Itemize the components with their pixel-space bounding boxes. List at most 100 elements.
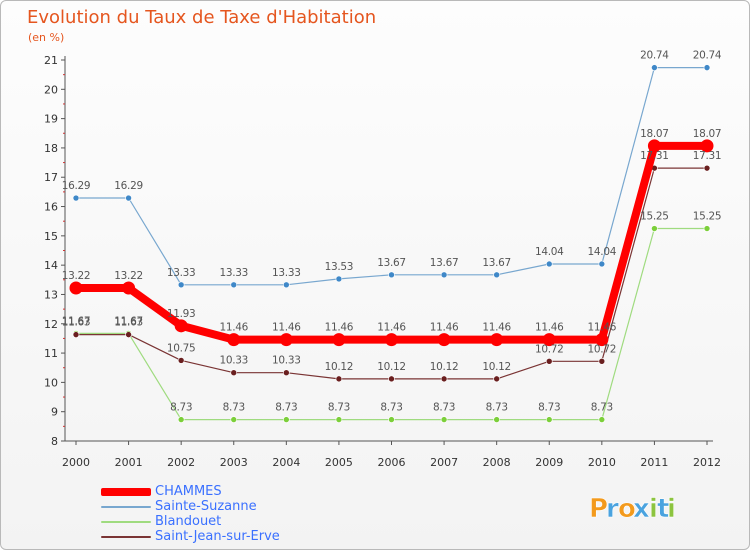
data-label: 8.73 [223,402,245,414]
series-point-3 [493,375,500,383]
x-tick-label: 2000 [62,456,90,469]
data-label: 10.12 [430,361,459,373]
data-label: 11.63 [114,317,143,329]
logo-letter: i [649,494,658,523]
y-tick-label: 8 [51,435,58,448]
y-tick-label: 21 [44,54,58,67]
legend-swatch [101,506,151,508]
x-tick-label: 2007 [430,456,458,469]
data-label: 11.46 [377,322,406,334]
series-point-1 [440,271,448,279]
logo-letter: x [633,494,650,523]
series-point-2 [283,416,290,423]
data-label: 17.31 [693,150,722,162]
series-point-0 [174,319,188,333]
y-tick-label: 19 [44,113,58,126]
logo-letter: i [667,494,676,523]
series-point-0 [542,333,556,347]
data-label: 10.12 [377,361,406,373]
y-tick-label: 15 [44,230,58,243]
series-point-2 [703,225,711,232]
data-label: 10.75 [167,342,196,354]
series-point-3 [125,331,132,338]
series-point-1 [388,271,395,279]
series-point-1 [651,64,658,71]
x-tick-label: 2010 [588,456,616,469]
data-label: 10.33 [272,355,301,367]
data-label: 10.33 [219,355,248,367]
x-tick-label: 2001 [115,456,143,469]
data-label: 11.46 [588,322,617,334]
data-label: 20.74 [640,50,669,62]
data-label: 11.46 [219,322,248,334]
series-point-3 [283,369,290,377]
data-label: 8.73 [328,402,350,414]
series-point-3 [388,375,395,383]
logo-letter: t [657,494,669,523]
data-label: 8.73 [275,402,297,414]
data-label: 11.93 [167,308,196,320]
series-point-3 [440,375,448,383]
data-label: 8.73 [591,402,613,414]
series-point-2 [440,416,448,423]
y-tick-label: 16 [44,201,58,214]
chart-series [69,64,714,423]
data-label: 11.63 [62,317,91,329]
chart-axes: 8 9 10 11 12 13 14 15 16 17 18 19 20 21 2000 2001 2002 20… [44,54,721,469]
data-label: 13.22 [114,270,143,282]
proxiti-logo: Pr ox i ti [589,494,676,523]
data-label: 14.04 [535,246,564,258]
series-point-2 [545,416,553,423]
data-label: 8.73 [170,402,192,414]
series-point-1 [335,275,343,283]
series-point-3 [230,369,238,377]
series-point-1 [493,271,500,279]
series-point-1 [598,260,606,268]
series-point-3 [72,331,80,338]
data-label: 8.73 [380,402,402,414]
series-point-0 [437,333,451,347]
series-point-1 [177,281,185,289]
x-tick-label: 2006 [378,456,406,469]
data-label: 8.73 [486,402,508,414]
series-point-3 [335,375,343,383]
series-point-2 [177,416,185,423]
x-tick-label: 2011 [640,456,668,469]
y-tick-label: 18 [44,142,58,155]
series-point-0 [122,281,136,295]
x-tick-label: 2005 [325,456,353,469]
series-point-0 [332,333,346,347]
legend-label: Sainte-Suzanne [155,499,257,514]
y-tick-label: 12 [44,318,58,331]
data-label: 17.31 [640,150,669,162]
series-point-2 [651,225,658,232]
legend-label: Saint-Jean-sur-Erve [155,529,280,544]
data-label: 8.73 [538,402,560,414]
data-label: 11.46 [272,322,301,334]
series-point-1 [230,281,238,289]
data-label: 11.67 [114,315,143,327]
series-point-2 [388,416,395,423]
data-label: 11.46 [482,322,511,334]
data-label: 13.67 [377,257,406,269]
series-point-0 [647,139,661,153]
y-tick-label: 14 [44,259,58,272]
chart-data-labels: 16.29 16.29 13.33 13.33 13.33 13.53 13.67 13.67… [62,50,722,414]
data-label: 16.29 [62,180,91,192]
series-point-1 [703,64,711,71]
legend-swatch [101,488,151,496]
series-point-0 [595,333,609,347]
series-point-2 [493,416,500,423]
series-point-0 [490,333,504,347]
series-point-1 [125,194,132,202]
y-tick-label: 11 [44,347,58,360]
data-label: 13.67 [482,257,511,269]
y-tick-label: 20 [44,83,58,96]
data-label: 8.73 [433,402,455,414]
data-label: 13.22 [62,270,91,282]
series-point-1 [72,194,80,202]
x-tick-label: 2002 [167,456,195,469]
data-label: 13.67 [430,257,459,269]
